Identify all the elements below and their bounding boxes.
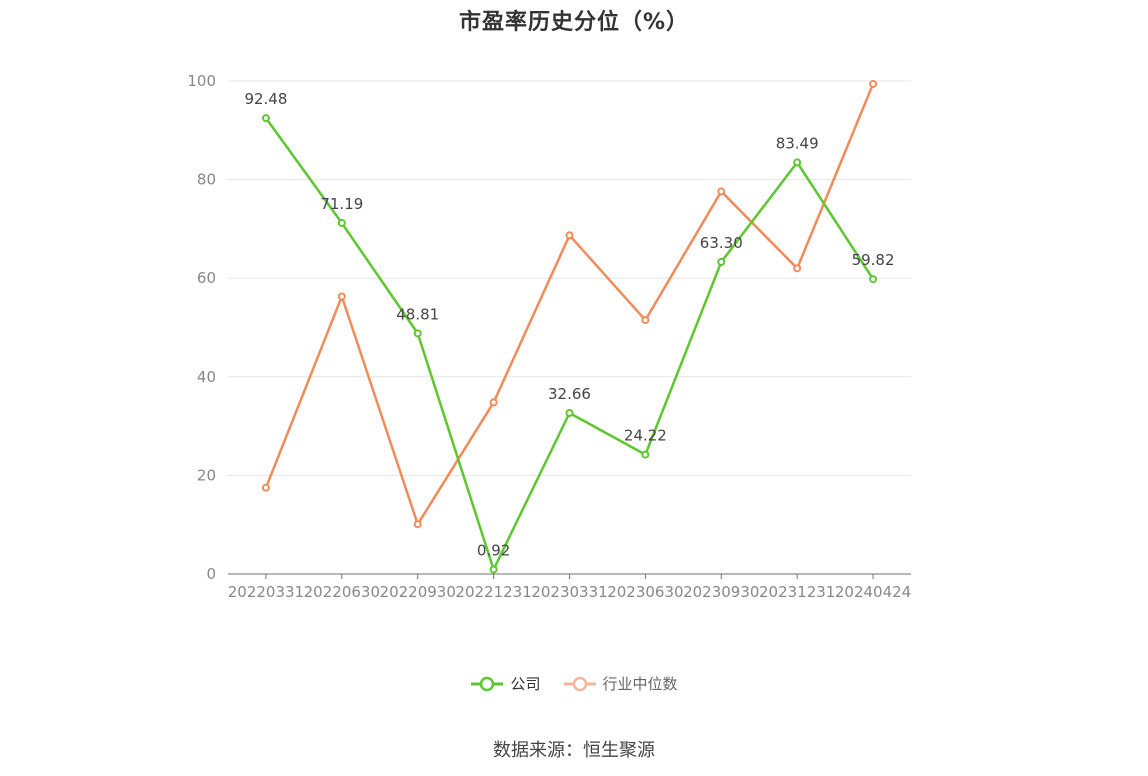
x-tick-label: 20220630	[304, 583, 380, 601]
data-label: 92.48	[244, 90, 287, 108]
y-tick-label: 40	[197, 368, 216, 386]
data-point	[489, 565, 498, 574]
x-tick-label: 20221231	[455, 583, 531, 601]
data-label: 63.30	[700, 234, 743, 252]
data-point	[413, 329, 422, 338]
data-point	[717, 187, 726, 196]
data-label: 0.92	[477, 541, 510, 559]
y-tick-label: 20	[197, 466, 216, 484]
grid-lines	[228, 80, 911, 476]
data-point	[565, 231, 574, 240]
x-tick-label: 20220930	[380, 583, 456, 601]
data-labels: 92.48 71.19 48.81 0.92 32.66 24.22 63.30 83.49 5…	[244, 90, 894, 559]
data-point	[413, 520, 422, 529]
data-label: 32.66	[548, 385, 591, 403]
x-tick-label: 20231231	[759, 583, 835, 601]
data-point	[641, 316, 650, 325]
data-point	[717, 257, 726, 266]
legend-item-industry[interactable]: 行业中位数	[563, 673, 678, 694]
data-point	[337, 292, 346, 301]
data-label: 24.22	[624, 427, 667, 445]
legend-marker-industry-icon	[563, 676, 596, 691]
data-label: 71.19	[320, 195, 363, 213]
data-point	[489, 398, 498, 407]
data-point	[261, 483, 270, 492]
data-point	[793, 158, 802, 167]
x-axis: 20220331 20220630 20220930 20221231 20230331…	[228, 573, 911, 601]
data-point	[337, 219, 346, 228]
legend-label-industry: 行业中位数	[602, 675, 678, 693]
x-tick-label: 20240424	[835, 583, 911, 601]
y-tick-label: 60	[197, 269, 216, 287]
legend-label-company: 公司	[510, 675, 541, 693]
y-tick-label: 100	[187, 72, 216, 90]
data-label: 48.81	[396, 305, 439, 323]
y-axis-ticks: 0 20 40 60 80 100	[187, 72, 216, 583]
y-tick-label: 0	[206, 565, 216, 583]
data-point	[793, 264, 802, 273]
x-tick-label: 20230630	[607, 583, 683, 601]
data-label: 59.82	[852, 251, 895, 269]
x-tick-label: 20230930	[683, 583, 759, 601]
legend-marker-company-icon	[471, 676, 504, 691]
data-point	[565, 408, 574, 417]
x-tick-label: 20230331	[531, 583, 607, 601]
legend: 公司 行业中位数	[0, 673, 1148, 694]
series-layer	[261, 79, 878, 574]
data-label: 83.49	[776, 134, 819, 152]
data-point	[641, 450, 650, 459]
data-point	[869, 275, 878, 284]
data-point	[261, 114, 270, 123]
y-tick-label: 80	[197, 171, 216, 189]
data-source: 数据来源：恒生聚源	[493, 740, 655, 761]
data-point	[869, 79, 878, 88]
chart-title: 市盈率历史分位（%）	[458, 10, 690, 35]
x-tick-label: 20220331	[228, 583, 304, 601]
legend-item-company[interactable]: 公司	[470, 673, 541, 694]
